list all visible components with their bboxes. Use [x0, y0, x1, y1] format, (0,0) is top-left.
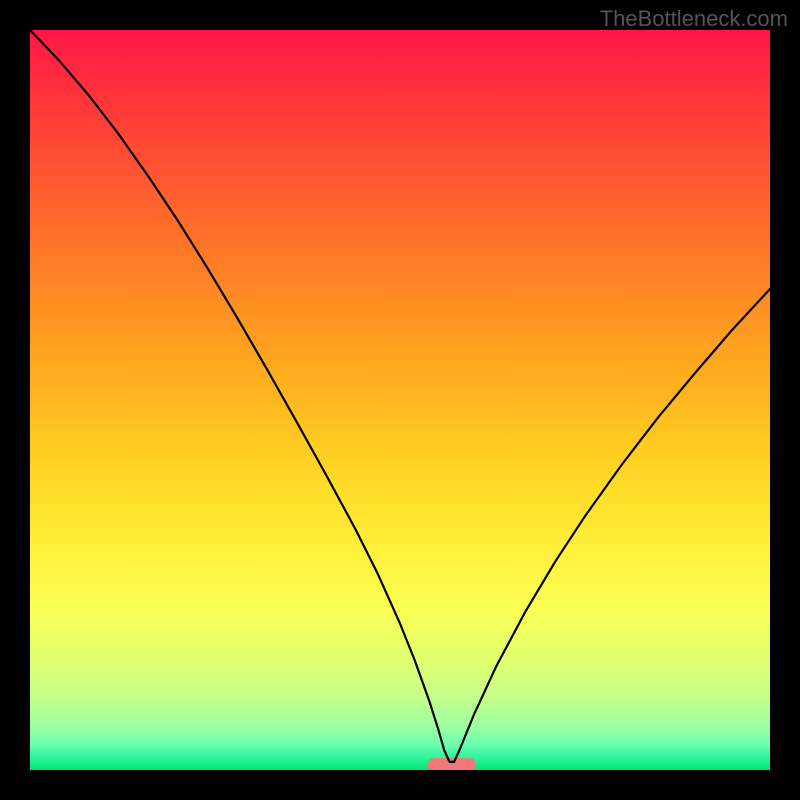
watermark-text: TheBottleneck.com: [600, 6, 788, 32]
vertex-marker: [428, 758, 476, 770]
plot-svg: [30, 30, 770, 770]
figure-canvas: TheBottleneck.com: [0, 0, 800, 800]
chart-background: [30, 30, 770, 770]
plot-area: [30, 30, 770, 770]
